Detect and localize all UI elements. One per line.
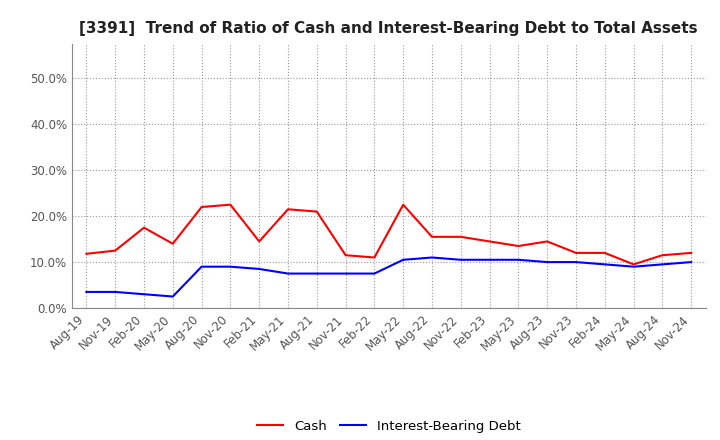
Cash	[226, 202, 235, 207]
Interest-Bearing Debt	[485, 257, 494, 262]
Cash	[658, 253, 667, 258]
Interest-Bearing Debt	[456, 257, 465, 262]
Cash	[197, 204, 206, 209]
Line: Cash: Cash	[86, 205, 691, 264]
Cash	[572, 250, 580, 256]
Interest-Bearing Debt	[687, 260, 696, 265]
Interest-Bearing Debt	[514, 257, 523, 262]
Cash	[312, 209, 321, 214]
Cash	[341, 253, 350, 258]
Cash	[600, 250, 609, 256]
Cash	[485, 239, 494, 244]
Cash	[111, 248, 120, 253]
Line: Interest-Bearing Debt: Interest-Bearing Debt	[86, 257, 691, 297]
Interest-Bearing Debt	[312, 271, 321, 276]
Interest-Bearing Debt	[140, 292, 148, 297]
Cash	[456, 234, 465, 239]
Cash	[370, 255, 379, 260]
Cash	[168, 241, 177, 246]
Interest-Bearing Debt	[600, 262, 609, 267]
Interest-Bearing Debt	[168, 294, 177, 299]
Interest-Bearing Debt	[111, 289, 120, 294]
Interest-Bearing Debt	[255, 266, 264, 271]
Interest-Bearing Debt	[226, 264, 235, 269]
Cash	[255, 239, 264, 244]
Title: [3391]  Trend of Ratio of Cash and Interest-Bearing Debt to Total Assets: [3391] Trend of Ratio of Cash and Intere…	[79, 21, 698, 36]
Interest-Bearing Debt	[197, 264, 206, 269]
Interest-Bearing Debt	[572, 260, 580, 265]
Cash	[284, 207, 292, 212]
Cash	[428, 234, 436, 239]
Interest-Bearing Debt	[543, 260, 552, 265]
Cash	[629, 262, 638, 267]
Interest-Bearing Debt	[284, 271, 292, 276]
Interest-Bearing Debt	[629, 264, 638, 269]
Interest-Bearing Debt	[428, 255, 436, 260]
Cash	[140, 225, 148, 230]
Interest-Bearing Debt	[658, 262, 667, 267]
Interest-Bearing Debt	[399, 257, 408, 262]
Legend: Cash, Interest-Bearing Debt: Cash, Interest-Bearing Debt	[252, 415, 526, 439]
Cash	[399, 202, 408, 207]
Interest-Bearing Debt	[370, 271, 379, 276]
Cash	[687, 250, 696, 256]
Interest-Bearing Debt	[341, 271, 350, 276]
Interest-Bearing Debt	[82, 289, 91, 294]
Cash	[514, 243, 523, 249]
Cash	[82, 251, 91, 257]
Cash	[543, 239, 552, 244]
